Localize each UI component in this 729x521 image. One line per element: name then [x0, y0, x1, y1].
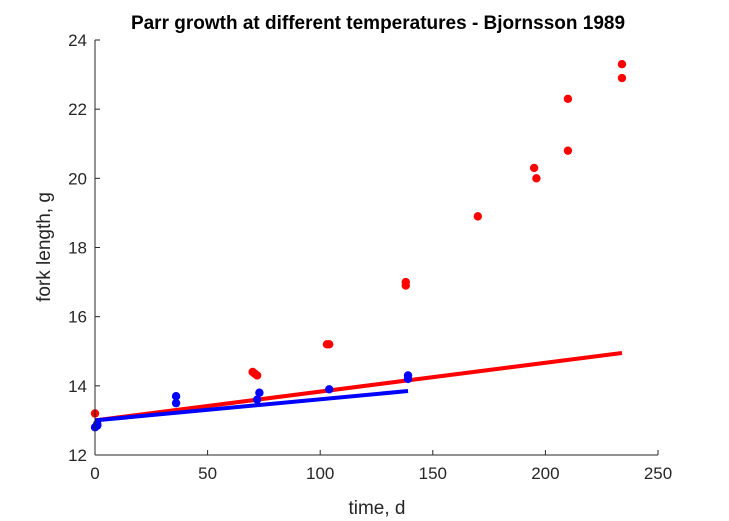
y-tick-label-3: 18	[68, 239, 87, 258]
y-tick-label-4: 20	[68, 169, 87, 188]
x-tick-label-0: 0	[90, 464, 99, 483]
y-tick-label-0: 12	[68, 446, 87, 465]
data-point-0-12	[563, 146, 573, 155]
ticks: 0 50 100 150 200 250 12 14 16 18 20 22 24	[68, 31, 672, 483]
fit-line-3	[94, 389, 409, 423]
x-tick-label-4: 200	[531, 464, 559, 483]
y-tick-label-1: 14	[68, 377, 87, 396]
data-points	[90, 60, 627, 432]
data-point-0-9	[529, 163, 539, 173]
x-tick-label-5: 250	[644, 464, 672, 483]
data-point-1-3	[171, 392, 181, 401]
x-tick-label-1: 50	[198, 464, 217, 483]
x-tick-label-2: 100	[306, 464, 334, 483]
y-axis-label: fork length, g	[34, 192, 55, 302]
plot-area: 0 50 100 150 200 250 12 14 16 18 20 22 24	[68, 31, 672, 483]
x-tick-label-3: 150	[419, 464, 447, 483]
data-point-0-10	[532, 174, 541, 183]
fit-line-2	[94, 350, 623, 423]
x-axis-label: time, d	[348, 498, 405, 519]
data-point-1-9	[403, 374, 413, 384]
data-point-0-11	[563, 94, 573, 103]
data-point-1-5	[252, 395, 262, 404]
data-point-0-13	[617, 60, 627, 69]
fit-lines	[94, 350, 623, 423]
data-point-0-14	[617, 73, 627, 83]
data-point-0-7	[401, 281, 410, 290]
data-point-1-7	[325, 385, 334, 394]
data-point-1-4	[171, 398, 181, 408]
data-point-0-5	[325, 340, 334, 349]
chart-title: Parr growth at different temperatures - …	[131, 13, 625, 34]
data-point-0-3	[252, 371, 262, 380]
y-tick-label-6: 24	[68, 31, 87, 50]
data-point-0-8	[473, 212, 483, 221]
y-tick-label-5: 22	[68, 100, 87, 119]
y-tick-label-2: 16	[68, 308, 87, 327]
data-point-1-6	[255, 388, 264, 397]
data-point-1-2	[93, 419, 102, 429]
